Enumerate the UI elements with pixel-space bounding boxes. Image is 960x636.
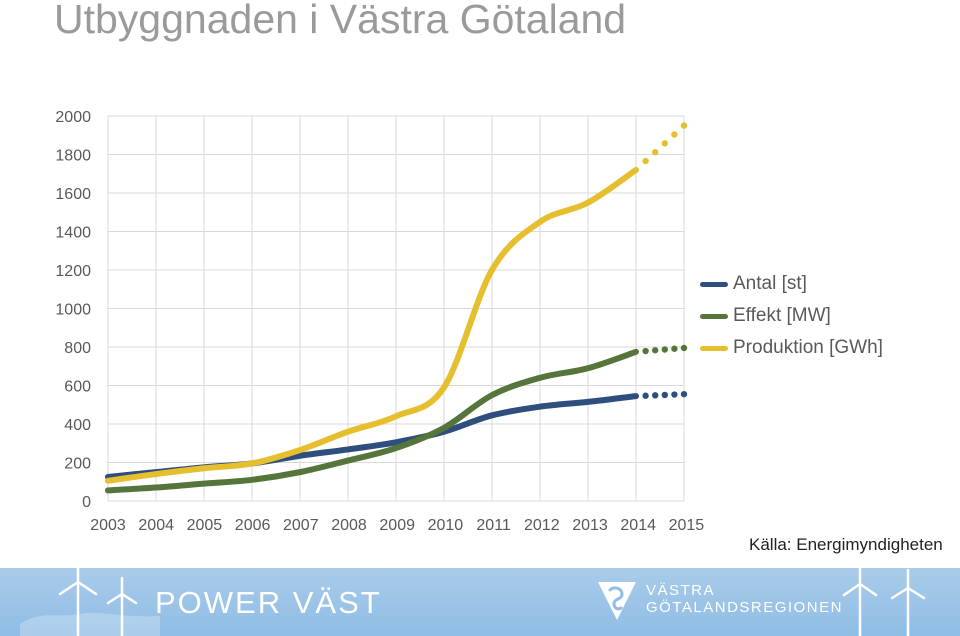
region-name-line2: GÖTALANDSREGIONEN xyxy=(646,599,843,616)
projection-dot-0 xyxy=(680,390,688,398)
y-tick-label: 1800 xyxy=(55,148,91,165)
x-tick-label: 2013 xyxy=(572,517,608,534)
projection-dot-2 xyxy=(661,140,668,147)
page-title: Utbyggnaden i Västra Götaland xyxy=(54,0,627,42)
x-axis-ticks: 2003 2004 2005 2006 2007 2008 2009 2010 2011 2012… xyxy=(90,517,704,534)
x-tick-label: 2012 xyxy=(524,517,560,534)
projection-dot-2 xyxy=(671,131,678,138)
x-tick-label: 2003 xyxy=(90,517,126,534)
chart-grid xyxy=(107,115,685,502)
y-tick-label: 400 xyxy=(64,417,91,434)
projection-dot-1 xyxy=(680,344,688,352)
projection-dot-1 xyxy=(652,347,659,354)
region-logo-icon xyxy=(598,582,636,620)
x-tick-label: 2009 xyxy=(379,517,415,534)
projection-dot-2 xyxy=(652,148,659,156)
projection-dot-1 xyxy=(661,346,668,353)
x-tick-label: 2007 xyxy=(283,517,319,534)
wind-turbine-icon xyxy=(20,568,160,636)
y-tick-label: 1200 xyxy=(55,263,91,280)
x-tick-label: 2005 xyxy=(187,517,223,534)
y-tick-label: 1000 xyxy=(55,302,91,319)
projection-dot-0 xyxy=(642,392,649,399)
y-tick-label: 0 xyxy=(82,494,91,511)
legend-label-produktion: Produktion [GWh] xyxy=(733,337,883,358)
legend-item-produktion: Produktion [GWh] xyxy=(700,332,883,364)
series-line-2 xyxy=(105,166,639,484)
legend-item-antal: Antal [st] xyxy=(700,268,883,300)
legend-swatch-produktion xyxy=(700,345,728,351)
legend-label-effekt: Effekt [MW] xyxy=(733,305,831,326)
y-tick-label: 1400 xyxy=(55,225,91,242)
chart-legend: Antal [st] Effekt [MW] Produktion [GWh] xyxy=(700,268,883,364)
region-name-line1: VÄSTRA xyxy=(646,582,716,599)
projection-dot-2 xyxy=(642,157,649,165)
x-tick-label: 2011 xyxy=(476,517,511,534)
x-tick-label: 2014 xyxy=(620,517,656,534)
x-tick-label: 2008 xyxy=(331,517,367,534)
source-note: Källa: Energimyndigheten xyxy=(749,535,943,554)
x-tick-label: 2006 xyxy=(235,517,271,534)
projection-dot-0 xyxy=(671,391,678,398)
y-axis-ticks: 0 200 400 600 800 1000 1200 1400 1600 1800 2000 xyxy=(55,109,91,511)
footer-brand-text: POWER VÄST xyxy=(155,585,382,620)
legend-item-effekt: Effekt [MW] xyxy=(700,300,883,332)
projection-dot-2 xyxy=(680,122,688,129)
y-tick-label: 1600 xyxy=(55,186,91,203)
legend-swatch-antal xyxy=(700,281,728,287)
y-tick-label: 600 xyxy=(64,379,91,396)
y-tick-label: 200 xyxy=(64,456,91,473)
projection-dot-0 xyxy=(652,392,659,399)
series-line-1 xyxy=(105,348,639,494)
series-line-0 xyxy=(105,393,639,480)
projection-dot-1 xyxy=(642,347,649,355)
x-tick-label: 2004 xyxy=(138,517,174,534)
line-chart: 0 200 400 600 800 1000 1200 1400 1600 1800 2000 20… xyxy=(55,109,704,534)
y-tick-label: 800 xyxy=(64,340,91,357)
legend-swatch-effekt xyxy=(700,313,728,319)
projection-dot-1 xyxy=(671,345,678,352)
legend-label-antal: Antal [st] xyxy=(733,273,807,294)
wind-turbines-right-icon xyxy=(842,568,926,636)
projection-dot-0 xyxy=(661,391,668,399)
chart-series xyxy=(105,122,688,494)
footer-banner: POWER VÄST VÄSTRA GÖTALANDSREGIONEN xyxy=(0,568,960,636)
x-tick-label: 2015 xyxy=(669,517,705,534)
y-tick-label: 2000 xyxy=(55,109,91,126)
x-tick-label: 2010 xyxy=(428,517,464,534)
region-name: VÄSTRA GÖTALANDSREGIONEN xyxy=(646,582,843,616)
